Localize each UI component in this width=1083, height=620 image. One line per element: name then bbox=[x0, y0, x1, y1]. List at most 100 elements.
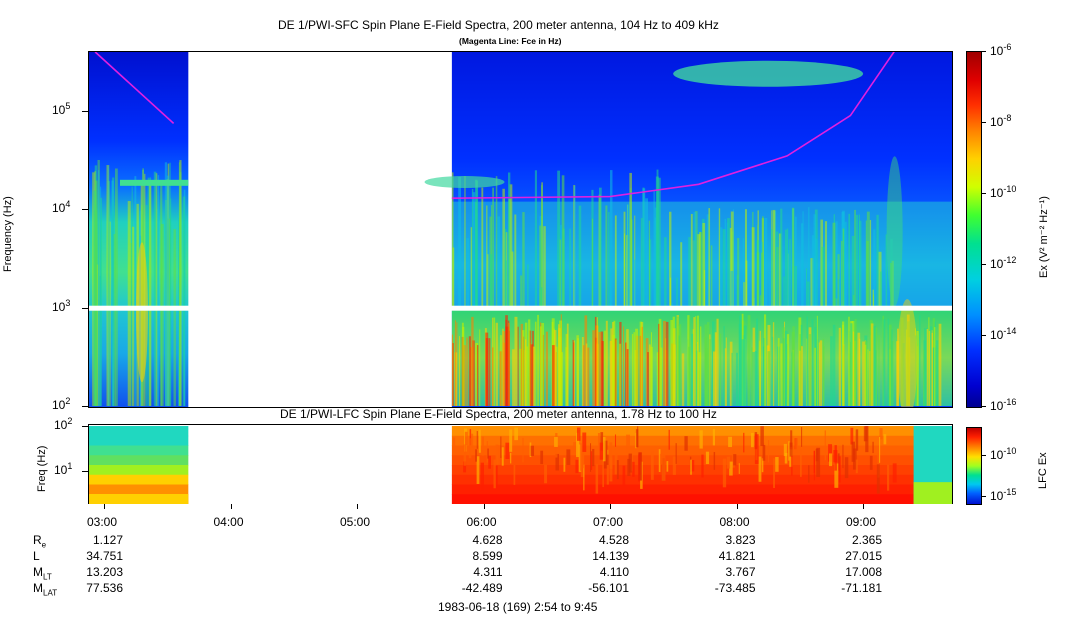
emission-streak bbox=[539, 225, 542, 308]
lfc-streak bbox=[583, 464, 585, 491]
emission-streak-low bbox=[520, 323, 523, 406]
emission-streak-low bbox=[554, 330, 557, 406]
emission-streak-low bbox=[806, 316, 808, 406]
emission-streak-low bbox=[619, 343, 622, 406]
emission-streak bbox=[869, 220, 872, 308]
emission-streak bbox=[648, 220, 651, 308]
lfc-streak bbox=[590, 451, 593, 470]
emission-streak-early bbox=[115, 168, 118, 406]
emission-streak bbox=[872, 289, 874, 308]
emission-streak bbox=[642, 188, 646, 308]
time-tick-mark bbox=[483, 504, 485, 509]
lfc-streak bbox=[712, 428, 716, 446]
lfc-spectrogram bbox=[88, 424, 953, 504]
lfc-streak bbox=[865, 426, 869, 453]
lfc-streak bbox=[606, 454, 609, 465]
lfc-y-tick-label: 102 bbox=[54, 416, 73, 432]
lfc-streak bbox=[510, 453, 512, 464]
emission-streak-low bbox=[723, 326, 725, 406]
emission-streak-low bbox=[852, 331, 855, 406]
emission-streak-low bbox=[517, 326, 519, 406]
lfc-streak bbox=[544, 464, 548, 484]
emission-streak-low bbox=[739, 315, 742, 406]
emission-streak bbox=[699, 232, 703, 308]
emission-streak-low bbox=[786, 334, 790, 406]
lfc-streak bbox=[513, 465, 516, 485]
lfc-frame bbox=[88, 424, 953, 504]
emission-streak-low bbox=[896, 341, 899, 406]
emission-streak bbox=[706, 214, 709, 308]
emission-streak-low bbox=[665, 338, 667, 406]
lfc-streak bbox=[750, 433, 754, 448]
emission-streak bbox=[476, 180, 479, 308]
lfc-streak bbox=[495, 444, 499, 465]
lfc-streak bbox=[616, 460, 619, 480]
emission-streak-low bbox=[625, 342, 628, 406]
emission-streak-low bbox=[854, 318, 857, 406]
lfc-streak bbox=[799, 449, 802, 477]
lfc-streak bbox=[789, 442, 793, 457]
emission-streak-low bbox=[631, 334, 634, 406]
ephemeris-value: 1.127 bbox=[92, 533, 123, 547]
emission-streak-early bbox=[149, 182, 152, 406]
emission-streak-low bbox=[888, 324, 892, 406]
sfc-colorbar-tick-label: 10-16 bbox=[990, 397, 1017, 413]
emission-streak-low bbox=[862, 341, 865, 406]
emission-streak-low bbox=[763, 337, 765, 406]
emission-streak bbox=[702, 222, 706, 308]
emission-streak-low bbox=[780, 343, 784, 406]
emission-streak bbox=[490, 254, 493, 308]
emission-streak-low bbox=[672, 316, 675, 406]
emission-streak-low bbox=[663, 320, 666, 406]
emission-streak-low bbox=[819, 340, 823, 406]
lfc-streak bbox=[872, 441, 874, 454]
time-tick-label: 06:00 bbox=[466, 515, 497, 529]
emission-streak bbox=[821, 246, 825, 308]
emission-streak bbox=[772, 209, 776, 308]
emission-streak bbox=[624, 233, 626, 308]
lfc-streak bbox=[789, 449, 793, 467]
emission-streak-early bbox=[166, 175, 170, 406]
lfc-streak bbox=[767, 440, 770, 463]
ephemeris-value: 17.008 bbox=[845, 565, 882, 579]
emission-streak bbox=[690, 213, 693, 308]
emission-streak bbox=[855, 214, 859, 308]
lfc-streak bbox=[650, 450, 654, 480]
sfc-colorbar-tick-mark bbox=[981, 193, 986, 194]
emission-streak bbox=[878, 251, 882, 308]
emission-streak-low bbox=[901, 317, 904, 406]
lfc-streak bbox=[761, 458, 764, 473]
lfc-streak bbox=[481, 436, 485, 456]
lfc-streak bbox=[675, 443, 677, 464]
lfc-streak bbox=[844, 457, 849, 479]
time-tick-label: 04:00 bbox=[213, 515, 244, 529]
ephemeris-value: 4.528 bbox=[598, 533, 629, 547]
emission-streak-low bbox=[816, 315, 818, 406]
emission-streak-low bbox=[658, 318, 662, 406]
emission-streak bbox=[614, 215, 617, 308]
emission-streak bbox=[843, 228, 845, 308]
ephemeris-value: 27.015 bbox=[845, 549, 882, 563]
emission-streak-low bbox=[867, 349, 869, 406]
emission-streak-low bbox=[928, 317, 930, 406]
emission-streak bbox=[486, 205, 488, 308]
emission-streak bbox=[866, 211, 870, 308]
emission-streak bbox=[757, 225, 759, 308]
emission-streak-low bbox=[919, 315, 921, 406]
emission-streak bbox=[708, 208, 711, 308]
emission-streak-low bbox=[758, 340, 761, 406]
emission-streak-low bbox=[462, 326, 465, 406]
emission-streak-low bbox=[741, 339, 745, 406]
emission-streak bbox=[504, 228, 507, 308]
emission-streak-early bbox=[173, 229, 176, 406]
emission-streak bbox=[540, 287, 543, 308]
emission-streak bbox=[573, 185, 576, 308]
emission-streak bbox=[865, 220, 868, 308]
lfc-streak bbox=[595, 464, 599, 494]
lfc-streak bbox=[471, 433, 474, 448]
lfc-streak bbox=[487, 448, 489, 459]
emission-streak bbox=[522, 212, 525, 308]
emission-streak-low bbox=[491, 347, 494, 406]
emission-streak bbox=[880, 271, 883, 308]
emission-streak-low bbox=[678, 324, 682, 406]
